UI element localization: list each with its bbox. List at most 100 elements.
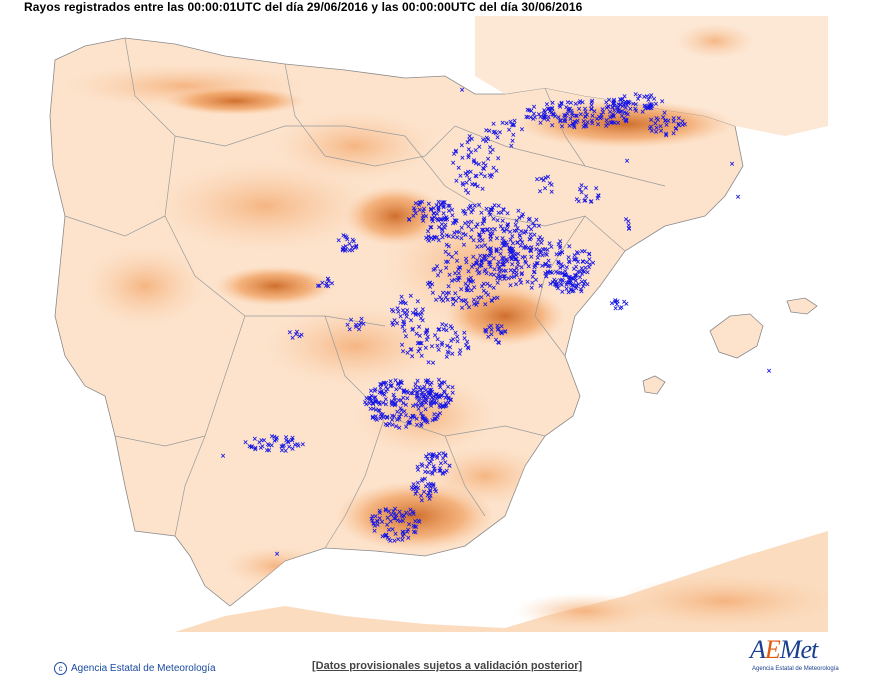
lightning-strike-marker: × (491, 164, 497, 172)
lightning-strike-marker: × (506, 244, 512, 252)
lightning-strike-marker: × (528, 107, 534, 115)
lightning-strike-marker: × (426, 459, 432, 467)
lightning-strike-marker: × (505, 220, 511, 228)
lightning-map[interactable]: × × × × × × × × × × × × × × × × × × × × × × × × × × × × × × × × × × × × × × × ×… (25, 16, 828, 632)
lightning-strike-marker: × (507, 245, 513, 253)
lightning-strike-marker: × (428, 492, 434, 500)
lightning-strike-marker: × (446, 349, 452, 357)
lightning-strike-marker: × (500, 217, 506, 225)
lightning-strike-marker: × (588, 105, 594, 113)
lightning-strike-marker: × (252, 444, 258, 452)
lightning-strike-marker: × (529, 244, 535, 252)
lightning-strike-marker: × (437, 410, 443, 418)
lightning-strike-marker: × (456, 294, 462, 302)
lightning-strike-marker: × (297, 332, 303, 340)
lightning-strike-marker: × (580, 257, 586, 265)
lightning-strike-marker: × (434, 414, 440, 422)
lightning-strike-marker: × (654, 124, 660, 132)
lightning-strike-marker: × (568, 286, 574, 294)
lightning-strike-marker: × (391, 511, 397, 519)
lightning-strike-marker: × (555, 284, 561, 292)
lightning-strike-marker: × (264, 447, 270, 455)
lightning-strike-marker: × (437, 384, 443, 392)
lightning-strike-marker: × (412, 414, 418, 422)
lightning-strike-marker: × (649, 104, 655, 112)
lightning-strike-marker: × (414, 388, 420, 396)
lightning-strike-marker: × (577, 268, 583, 276)
lightning-strike-marker: × (504, 257, 510, 265)
lightning-strike-marker: × (547, 105, 553, 113)
lightning-strike-marker: × (561, 111, 567, 119)
lightning-strike-marker: × (484, 205, 490, 213)
lightning-strike-marker: × (402, 310, 408, 318)
lightning-strike-marker: × (552, 280, 558, 288)
lightning-strike-marker: × (550, 110, 556, 118)
lightning-strike-marker: × (388, 378, 394, 386)
lightning-strike-marker: × (324, 280, 330, 288)
lightning-strike-marker: × (622, 108, 628, 116)
lightning-strike-marker: × (482, 173, 488, 181)
lightning-strike-marker: × (518, 279, 524, 287)
lightning-strike-marker: × (367, 394, 373, 402)
lightning-strike-marker: × (451, 150, 457, 158)
lightning-strike-marker: × (440, 226, 446, 234)
lightning-strike-marker: × (540, 110, 546, 118)
lightning-strike-marker: × (252, 435, 258, 443)
lightning-strike-marker: × (428, 480, 434, 488)
lightning-strike-marker: × (530, 115, 536, 123)
lightning-strike-marker: × (406, 419, 412, 427)
lightning-strike-marker: × (384, 414, 390, 422)
lightning-strike-marker: × (290, 445, 296, 453)
lightning-strike-marker: × (374, 416, 380, 424)
lightning-strike-marker: × (427, 488, 433, 496)
lightning-strike-marker: × (570, 121, 576, 129)
lightning-strike-marker: × (532, 222, 538, 230)
lightning-strike-marker: × (486, 324, 492, 332)
lightning-strike-marker: × (625, 217, 631, 225)
lightning-strike-marker: × (438, 201, 444, 209)
aemet-logo[interactable]: AEMet Agencia Estatal de Meteorología (750, 636, 839, 678)
lightning-strike-marker: × (405, 526, 411, 534)
lightning-strike-marker: × (400, 394, 406, 402)
lightning-strike-marker: × (416, 201, 422, 209)
lightning-strike-marker: × (479, 256, 485, 264)
lightning-strike-marker: × (544, 246, 550, 254)
lightning-strike-marker: × (551, 276, 557, 284)
lightning-strike-marker: × (500, 261, 506, 269)
lightning-strike-marker: × (445, 383, 451, 391)
lightning-strike-marker: × (476, 201, 482, 209)
lightning-strike-marker: × (436, 402, 442, 410)
lightning-strike-marker: × (362, 399, 368, 407)
lightning-strike-marker: × (466, 175, 472, 183)
lightning-strike-marker: × (611, 112, 617, 120)
lightning-strike-marker: × (469, 218, 475, 226)
lightning-strike-marker: × (526, 223, 532, 231)
lightning-strike-marker: × (438, 379, 444, 387)
lightning-strike-marker: × (431, 411, 437, 419)
lightning-strike-marker: × (495, 261, 501, 269)
lightning-strike-marker: × (425, 280, 431, 288)
lightning-strike-marker: × (431, 400, 437, 408)
lightning-strike-marker: × (406, 418, 412, 426)
lightning-strike-marker: × (473, 301, 479, 309)
lightning-strike-marker: × (444, 289, 450, 297)
lightning-strike-marker: × (510, 252, 516, 260)
lightning-strike-marker: × (273, 436, 279, 444)
lightning-strike-marker: × (539, 262, 545, 270)
lightning-strike-marker: × (468, 148, 474, 156)
lightning-strike-marker: × (377, 400, 383, 408)
lightning-strike-marker: × (419, 462, 425, 470)
lightning-strike-marker: × (635, 95, 641, 103)
lightning-strike-marker: × (400, 299, 406, 307)
lightning-strike-marker: × (608, 119, 614, 127)
provisional-data-notice[interactable]: [Datos provisionales sujetos a validació… (312, 660, 583, 672)
lightning-strike-marker: × (486, 209, 492, 217)
lightning-strike-marker: × (447, 462, 453, 470)
lightning-strike-marker: × (598, 111, 604, 119)
lightning-strike-marker: × (469, 263, 475, 271)
lightning-strike-marker: × (494, 235, 500, 243)
lightning-strike-marker: × (419, 340, 425, 348)
lightning-strike-marker: × (514, 271, 520, 279)
lightning-strike-marker: × (479, 262, 485, 270)
lightning-strike-marker: × (648, 116, 654, 124)
